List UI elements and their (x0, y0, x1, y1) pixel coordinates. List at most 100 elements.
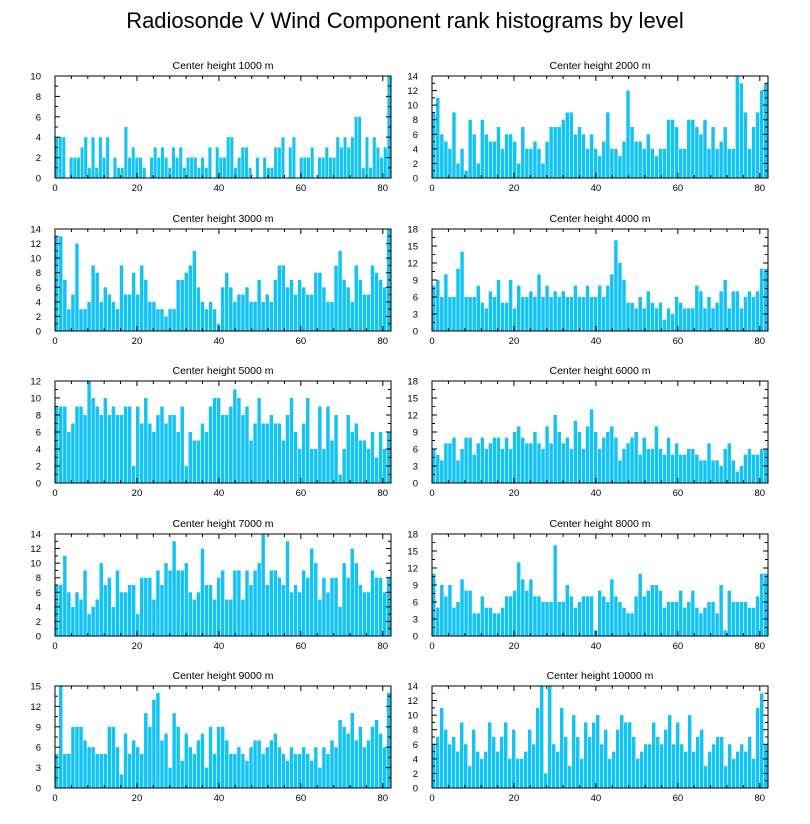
bar (140, 265, 144, 331)
bar (464, 170, 468, 178)
x-tick-label: 20 (509, 183, 520, 194)
bar (59, 406, 63, 483)
bar (553, 545, 557, 636)
bar (516, 758, 520, 788)
bar (277, 577, 282, 636)
bar (525, 297, 529, 331)
bar (67, 754, 71, 788)
bar (452, 607, 456, 636)
bar (75, 243, 79, 331)
bar (517, 426, 521, 483)
bar (743, 454, 748, 483)
bar (707, 602, 711, 636)
bar (270, 167, 274, 178)
bar (496, 751, 500, 788)
bar (196, 440, 201, 483)
bar (257, 280, 261, 331)
bar (91, 747, 95, 788)
bar (305, 294, 310, 331)
bar (229, 599, 233, 636)
bar (152, 301, 156, 331)
bar (248, 167, 252, 178)
bar (646, 590, 651, 636)
bar (135, 747, 140, 788)
bar (569, 596, 574, 636)
bar (552, 744, 556, 788)
bar (541, 602, 545, 636)
y-tick-label: 0 (36, 174, 41, 185)
bar (626, 90, 630, 178)
bar (460, 579, 464, 636)
bar (192, 754, 197, 788)
bar (95, 754, 99, 788)
bar (269, 301, 274, 331)
bar (500, 302, 505, 331)
bar (87, 301, 91, 331)
bar (460, 449, 464, 483)
bar (700, 729, 704, 788)
bar (305, 398, 310, 483)
bar (358, 280, 363, 331)
bar (229, 754, 233, 788)
bar (464, 744, 468, 788)
bar (592, 722, 596, 788)
bar (285, 760, 290, 788)
bar (354, 740, 359, 788)
bar (273, 423, 278, 483)
bar (618, 156, 622, 178)
bar (496, 613, 501, 636)
bar (317, 157, 322, 178)
chart-title: Radiosonde V Wind Component rank histogr… (126, 8, 684, 33)
bar (699, 460, 703, 483)
bar (117, 167, 121, 178)
bar (204, 432, 209, 483)
bar (103, 754, 108, 788)
bar (682, 308, 687, 331)
bar (654, 156, 659, 178)
bar (378, 280, 383, 331)
bar (488, 141, 493, 178)
bar (107, 577, 112, 636)
x-tick-label: 60 (673, 183, 684, 194)
bar (378, 432, 383, 483)
bar (301, 423, 306, 483)
bar (484, 449, 489, 483)
bar (492, 437, 497, 483)
bar (504, 596, 509, 636)
bar (755, 596, 760, 636)
bar (662, 148, 667, 178)
bar (111, 726, 116, 788)
bar (703, 607, 707, 636)
bar (265, 294, 269, 331)
bar (492, 141, 497, 178)
bar (557, 602, 561, 636)
y-tick-label: 0 (413, 632, 418, 643)
bar (747, 148, 752, 178)
y-tick-label: 6 (36, 283, 41, 294)
bar (525, 590, 529, 636)
bar (691, 119, 695, 178)
x-tick-label: 40 (591, 641, 602, 652)
bar (560, 707, 564, 788)
bar (71, 423, 75, 483)
bar (529, 291, 533, 331)
bar (188, 592, 193, 636)
bar (67, 309, 71, 331)
y-tick-label: 14 (30, 225, 41, 236)
y-tick-label: 2 (413, 159, 418, 170)
bar (723, 630, 727, 636)
bar (140, 754, 144, 788)
bar (115, 309, 120, 331)
bar (460, 148, 464, 178)
bar (127, 585, 132, 636)
bar (131, 272, 136, 331)
bar (139, 157, 143, 178)
bar (200, 301, 205, 331)
y-tick-label: 8 (36, 268, 41, 279)
bar (338, 250, 342, 331)
bar (452, 297, 456, 331)
bar (362, 747, 367, 788)
bar (245, 760, 249, 788)
bar (588, 737, 592, 788)
bar (610, 579, 614, 636)
